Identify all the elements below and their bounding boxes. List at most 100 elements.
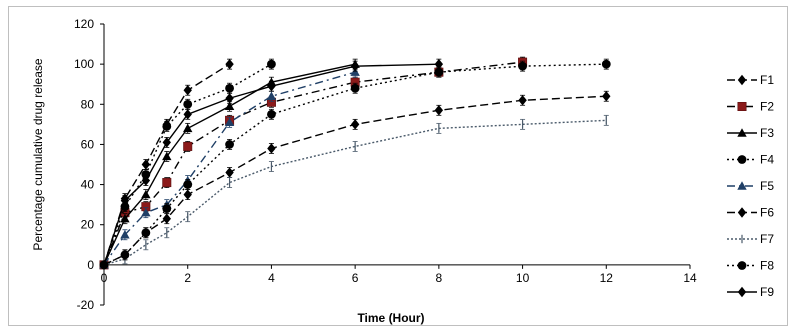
y-tick-label: 20 (81, 218, 95, 232)
x-tick-label: 6 (352, 271, 359, 285)
y-ticks: -20 0 20 40 60 80 100 120 (74, 17, 104, 312)
x-tick-label: 0 (101, 271, 108, 285)
y-tick-label: 120 (74, 17, 94, 31)
y-tick: 40 (81, 178, 104, 192)
series-layer (99, 56, 611, 271)
legend-item-f8: F8 (727, 259, 774, 273)
series-marker (350, 67, 360, 76)
series-marker (350, 119, 360, 130)
series-line (103, 63, 607, 266)
y-tick: 20 (81, 218, 104, 232)
series-f8 (99, 58, 611, 270)
series-marker (737, 286, 747, 298)
series-marker (141, 228, 151, 238)
series-marker (225, 93, 234, 104)
x-tick: 6 (352, 264, 359, 285)
series-marker (162, 204, 172, 214)
series-marker (737, 261, 747, 270)
series-line (103, 71, 356, 266)
y-tick-label: 40 (81, 178, 95, 192)
series-marker (141, 207, 151, 217)
series-marker (350, 60, 360, 72)
series-f9 (99, 58, 444, 271)
series-marker (224, 101, 235, 110)
x-tick: 12 (600, 264, 614, 285)
series-f7 (103, 114, 609, 270)
x-tick-label: 4 (268, 271, 275, 285)
legend-label: F3 (760, 126, 774, 140)
y-tick: 120 (74, 17, 104, 31)
x-tick-label: 12 (600, 271, 614, 285)
x-axis-title: Time (Hour) (357, 311, 424, 325)
y-tick-label: -20 (77, 298, 95, 312)
legend-label: F4 (760, 153, 774, 167)
series-marker (224, 117, 235, 127)
series-marker (601, 59, 611, 69)
series-marker (737, 207, 747, 218)
series-marker (434, 58, 444, 70)
series-marker (737, 181, 747, 190)
series-line (103, 119, 607, 266)
series-marker (183, 85, 192, 96)
series-marker (183, 180, 193, 189)
series-marker (120, 230, 130, 239)
series-marker (120, 213, 130, 223)
x-tick: 14 (683, 264, 697, 285)
x-tick: 10 (516, 264, 530, 285)
series-marker (434, 67, 444, 77)
series-marker (737, 155, 747, 164)
series-line (103, 61, 523, 266)
x-tick: 4 (268, 264, 275, 285)
legend-item-f3: F3 (727, 126, 774, 140)
x-tick-label: 14 (683, 271, 697, 285)
legend-item-f9: F9 (727, 285, 774, 299)
y-tick: -20 (77, 298, 104, 312)
series-marker (267, 143, 276, 154)
y-tick-label: 0 (87, 258, 94, 272)
legend-item-f5: F5 (727, 179, 774, 193)
y-axis-title: Percentage cumulative drug release (31, 58, 45, 250)
legend-item-f4: F4 (727, 153, 774, 167)
y-tick-label: 100 (74, 57, 94, 71)
series-marker (183, 141, 193, 151)
legend-label: F1 (760, 73, 774, 87)
series-marker (183, 99, 193, 109)
series-marker (267, 81, 276, 92)
legend-item-f1: F1 (727, 73, 774, 87)
legend-label: F9 (760, 285, 774, 299)
legend-label: F6 (760, 206, 774, 220)
legend-item-f2: F2 (727, 100, 774, 114)
series-line (103, 63, 356, 266)
legend-item-f7: F7 (727, 232, 774, 246)
y-tick: 80 (81, 97, 104, 111)
legend-label: F7 (760, 232, 774, 246)
series-marker (225, 83, 234, 93)
series-f1 (99, 58, 234, 271)
x-tick: 2 (184, 264, 191, 285)
series-line (103, 63, 230, 266)
series-marker (518, 95, 527, 106)
series-marker (225, 140, 234, 149)
x-ticks: 0 2 4 6 8 10 12 14 (101, 264, 697, 285)
series-marker (602, 91, 611, 102)
series-marker (141, 189, 151, 199)
chart-frame (8, 6, 788, 326)
series-marker (267, 109, 276, 119)
series-marker (120, 195, 130, 206)
y-tick: 100 (74, 57, 104, 71)
series-marker (183, 123, 193, 133)
legend: F1 F2 F3 F4 F5 F6 F7 F8 F9 (727, 73, 774, 299)
series-marker (737, 74, 747, 86)
series-marker (225, 58, 234, 70)
y-tick: 60 (81, 137, 104, 151)
legend-item-f6: F6 (727, 206, 774, 220)
series-marker (434, 105, 444, 116)
series-marker (737, 128, 747, 137)
legend-label: F8 (760, 259, 774, 273)
series-f6 (99, 90, 611, 271)
x-tick: 8 (436, 264, 443, 285)
axes (103, 24, 690, 305)
series-marker (141, 159, 151, 170)
series-marker (266, 91, 277, 100)
